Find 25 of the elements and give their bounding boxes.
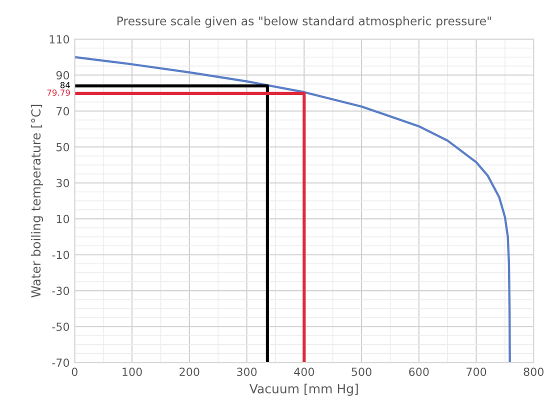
x-axis-title: Vacuum [mm Hg] [249,384,358,396]
x-tick-label: 300 [237,368,257,376]
y-axis-title: Water boiling temperature [°C] [30,104,44,298]
y-tick-label: 10 [56,214,70,224]
x-tick-label: 200 [180,368,200,376]
y-tick-label: -10 [52,250,70,260]
annotation: 84 [60,82,70,88]
y-tick-label: 50 [56,142,70,152]
y-tick-label: -30 [52,286,70,296]
y-tick-label: 30 [56,178,70,188]
x-tick-label: 500 [352,368,372,376]
annotation: 79.79 [47,90,70,96]
x-tick-label: 0 [72,368,78,376]
x-tick-label: 100 [122,368,142,376]
y-tick-label: 90 [56,71,70,80]
x-tick-label: 400 [294,368,314,376]
y-tick-label: -70 [52,358,70,367]
chart-title: Pressure scale given as "below standard atmospheric pressure" [117,16,491,28]
x-tick-label: 800 [524,368,544,376]
x-tick-label: 600 [409,368,429,376]
x-tick-label: 700 [466,368,486,376]
y-tick-label: -50 [52,322,70,332]
line-series [74,56,511,363]
y-tick-label: 70 [56,106,70,116]
y-tick-label: 110 [50,35,70,44]
